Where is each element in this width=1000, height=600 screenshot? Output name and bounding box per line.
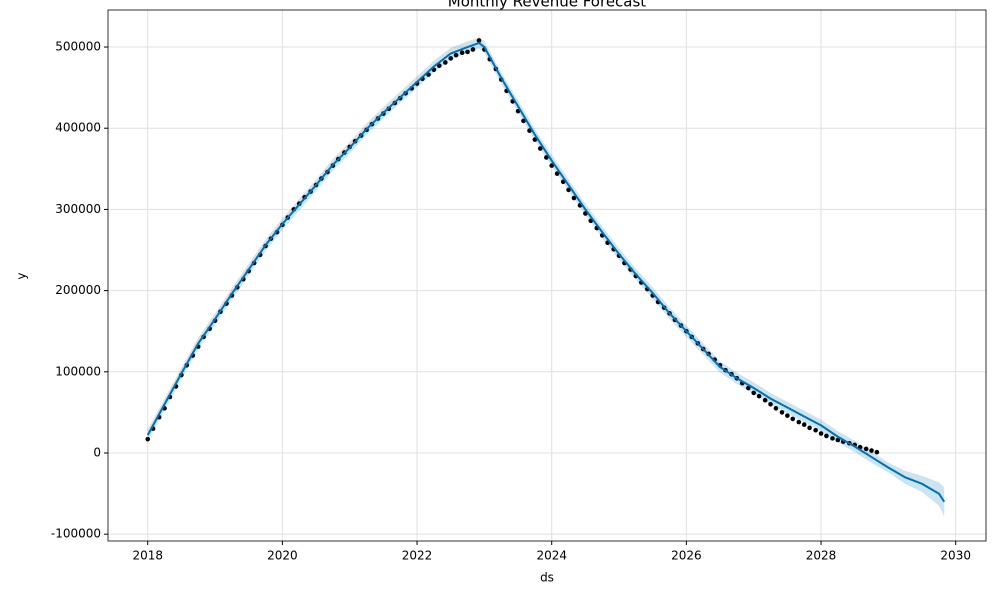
x-tick-label: 2022: [402, 549, 433, 563]
observed-point: [554, 171, 560, 176]
observed-point: [537, 146, 543, 151]
observed-point: [459, 50, 465, 56]
observed-point: [549, 163, 555, 168]
chart-title: Monthly Revenue Forecast: [448, 0, 647, 11]
observed-point: [566, 187, 571, 193]
y-tick-label: 0: [93, 445, 101, 459]
observed-point: [773, 406, 779, 411]
plot-frame: [107, 9, 987, 542]
observed-point: [824, 433, 829, 439]
observed-point: [756, 393, 762, 399]
y-axis-label: y: [15, 272, 29, 279]
observed-point: [521, 118, 526, 124]
x-tick-label: 2026: [671, 549, 702, 563]
observed-point: [801, 422, 807, 427]
y-tick-label: 400000: [55, 121, 101, 135]
observed-point: [830, 436, 835, 441]
x-tick-label: 2028: [806, 549, 837, 563]
uncertainty-band: [147, 37, 945, 517]
y-tick-label: 300000: [55, 202, 101, 216]
observed-point: [145, 436, 151, 442]
observed-point: [443, 60, 448, 65]
x-axis-label: ds: [540, 571, 554, 585]
observed-point: [476, 38, 482, 43]
x-tick-label: 2024: [536, 549, 567, 563]
observed-point: [796, 419, 802, 425]
y-tick-label: -100000: [51, 527, 101, 541]
observed-point: [835, 437, 841, 443]
observed-point: [436, 63, 442, 68]
observed-point: [818, 431, 824, 436]
observed-point: [790, 416, 796, 422]
observed-point: [746, 385, 751, 391]
observed-point: [869, 448, 874, 453]
observed-point: [779, 410, 785, 415]
observed-point: [863, 446, 869, 452]
observed-point: [813, 427, 818, 433]
observed-point: [762, 397, 768, 403]
observed-point: [453, 52, 459, 58]
x-tick-label: 2018: [132, 549, 163, 563]
x-tick-label: 2020: [267, 549, 298, 563]
observed-point: [785, 413, 790, 418]
observed-point: [768, 401, 773, 407]
observed-point: [448, 56, 454, 61]
observed-point: [470, 47, 476, 52]
x-tick-label: 2030: [940, 549, 971, 563]
y-tick-label: 200000: [55, 283, 101, 297]
observed-point: [465, 49, 470, 55]
observed-point: [874, 449, 880, 455]
observed-point: [807, 425, 812, 431]
observed-point: [532, 137, 538, 142]
observed-point: [751, 390, 757, 396]
y-tick-label: 100000: [55, 364, 101, 378]
observed-point: [571, 195, 577, 201]
y-tick-label: 500000: [55, 40, 101, 54]
forecast-line: [146, 41, 946, 503]
observed-point: [544, 155, 549, 160]
